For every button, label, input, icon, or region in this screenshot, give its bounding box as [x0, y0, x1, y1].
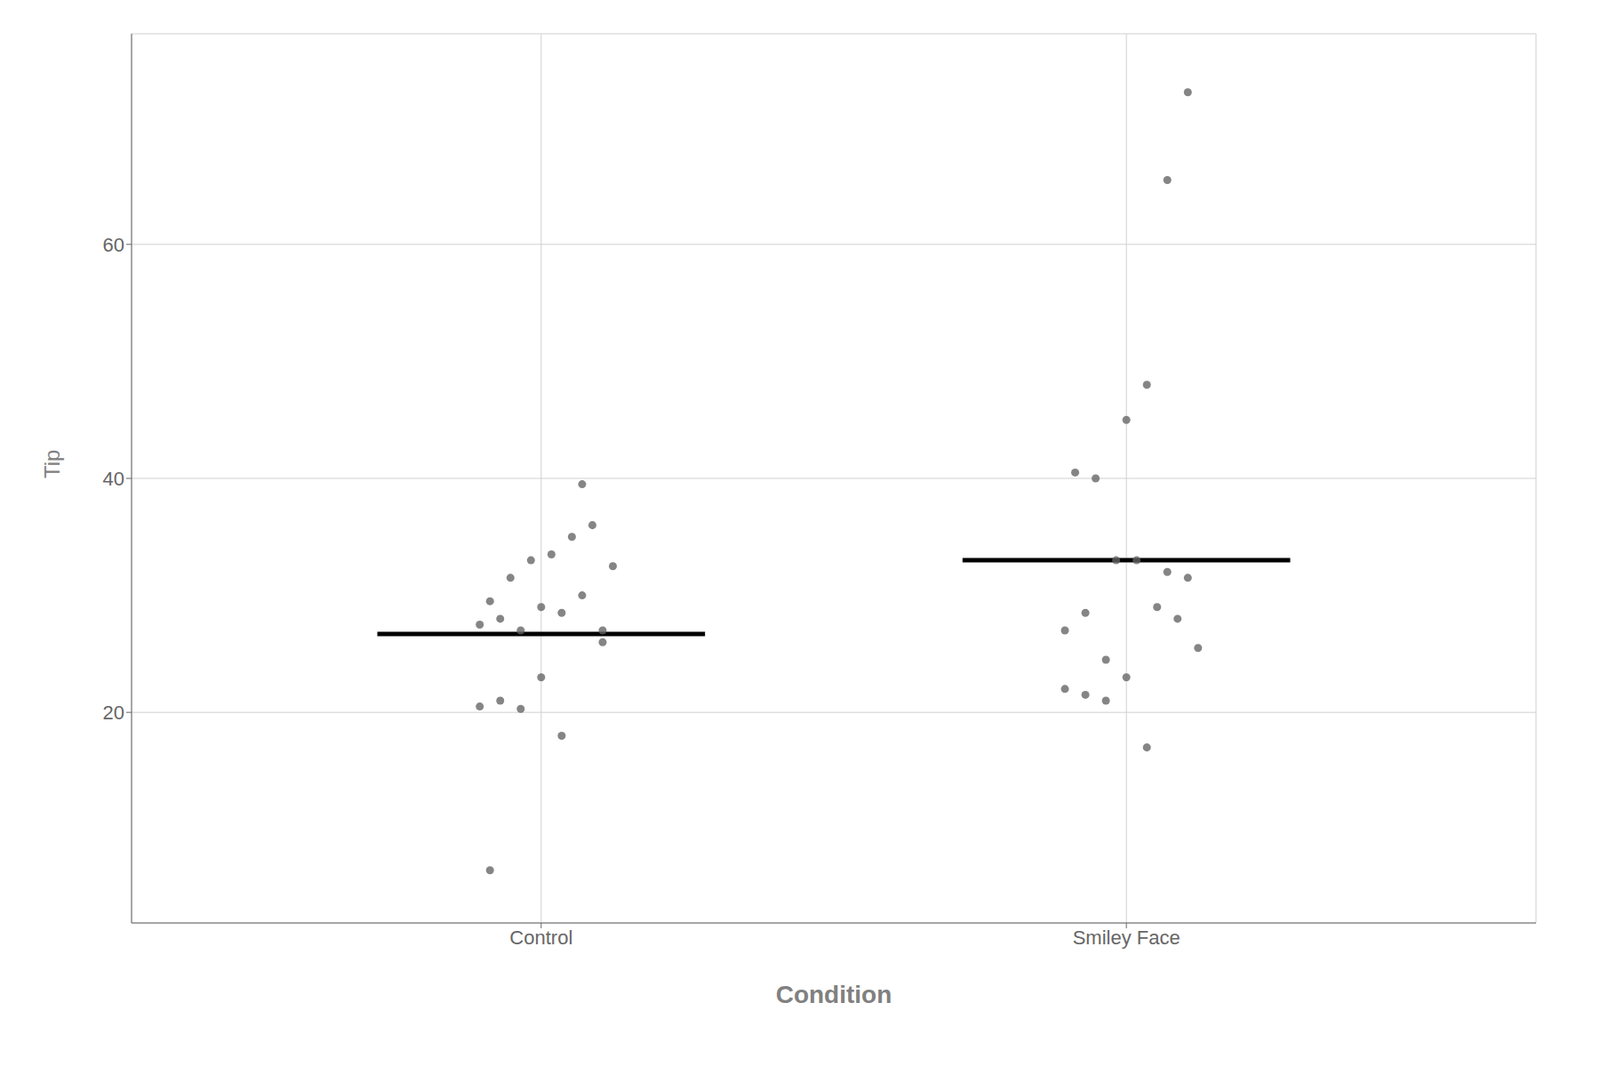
svg-text:Tip: Tip [40, 449, 64, 479]
svg-text:40: 40 [103, 467, 125, 490]
svg-text:Control: Control [509, 926, 573, 949]
svg-text:Condition: Condition [776, 980, 893, 1008]
svg-text:Smiley Face: Smiley Face [1072, 926, 1181, 949]
svg-text:60: 60 [103, 233, 125, 256]
svg-text:20: 20 [103, 701, 125, 724]
